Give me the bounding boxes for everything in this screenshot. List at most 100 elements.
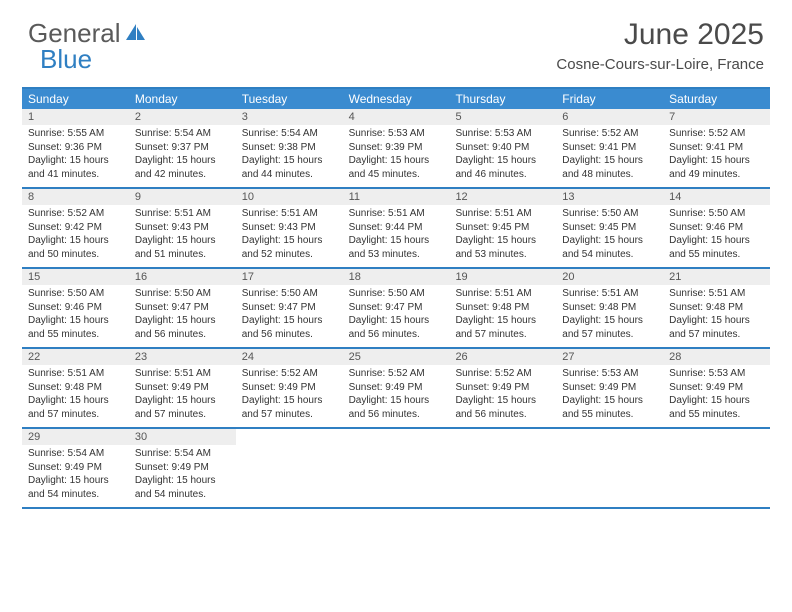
daylight-line: Daylight: 15 hours and 44 minutes. <box>242 154 337 181</box>
daylight-line: Daylight: 15 hours and 55 minutes. <box>669 394 764 421</box>
day-body: Sunrise: 5:52 AMSunset: 9:42 PMDaylight:… <box>22 207 129 261</box>
sunset-line: Sunset: 9:40 PM <box>455 141 550 155</box>
title-location: Cosne-Cours-sur-Loire, France <box>556 56 764 73</box>
sunset-line: Sunset: 9:49 PM <box>135 381 230 395</box>
sunrise-line: Sunrise: 5:50 AM <box>349 287 444 301</box>
day-cell: 5 Sunrise: 5:53 AMSunset: 9:40 PMDaylight… <box>449 109 556 187</box>
title-month: June 2025 <box>556 18 764 52</box>
day-number: 7 <box>663 109 770 125</box>
week-row: 1Sunrise: 5:55 AMSunset: 9:36 PMDaylight… <box>22 109 770 189</box>
sunrise-line: Sunrise: 5:51 AM <box>562 287 657 301</box>
sunrise-line: Sunrise: 5:50 AM <box>562 207 657 221</box>
empty-cell <box>449 429 556 507</box>
title-block: June 2025 Cosne-Cours-sur-Loire, France <box>556 18 764 73</box>
day-cell: 25Sunrise: 5:52 AMSunset: 9:49 PMDayligh… <box>343 349 450 427</box>
day-number: 26 <box>449 349 556 365</box>
day-number: 23 <box>129 349 236 365</box>
day-body: Sunrise: 5:51 AMSunset: 9:44 PMDaylight:… <box>343 207 450 261</box>
sunset-line: Sunset: 9:49 PM <box>135 461 230 475</box>
day-body: Sunrise: 5:51 AMSunset: 9:48 PMDaylight:… <box>449 287 556 341</box>
day-cell: 26 Sunrise: 5:52 AMSunset: 9:49 PMDayligh… <box>449 349 556 427</box>
day-cell: 22Sunrise: 5:51 AMSunset: 9:48 PMDayligh… <box>22 349 129 427</box>
logo-sail-icon <box>125 22 147 42</box>
day-cell: 28Sunrise: 5:53 AMSunset: 9:49 PMDayligh… <box>663 349 770 427</box>
day-number: 14 <box>663 189 770 205</box>
weekday-tuesday: Tuesday <box>236 89 343 109</box>
daylight-line: Daylight: 15 hours and 56 minutes. <box>349 394 444 421</box>
sunset-line: Sunset: 9:48 PM <box>455 301 550 315</box>
day-number: 16 <box>129 269 236 285</box>
daylight-line: Daylight: 15 hours and 57 minutes. <box>135 394 230 421</box>
day-number: 13 <box>556 189 663 205</box>
weekday-header-row: SundayMondayTuesdayWednesdayThursdayFrid… <box>22 89 770 109</box>
day-body: Sunrise: 5:51 AMSunset: 9:43 PMDaylight:… <box>129 207 236 261</box>
sunrise-line: Sunrise: 5:51 AM <box>135 207 230 221</box>
sunset-line: Sunset: 9:48 PM <box>28 381 123 395</box>
day-cell: 30 Sunrise: 5:54 AMSunset: 9:49 PMDayligh… <box>129 429 236 507</box>
sunrise-line: Sunrise: 5:54 AM <box>242 127 337 141</box>
day-cell: 2Sunrise: 5:54 AMSunset: 9:37 PMDaylight… <box>129 109 236 187</box>
daylight-line: Daylight: 15 hours and 56 minutes. <box>455 394 550 421</box>
daylight-line: Daylight: 15 hours and 54 minutes. <box>135 474 230 501</box>
sunrise-line: Sunrise: 5:52 AM <box>349 367 444 381</box>
day-number: 3 <box>236 109 343 125</box>
sunset-line: Sunset: 9:49 PM <box>349 381 444 395</box>
day-body: Sunrise: 5:50 AMSunset: 9:47 PMDaylight:… <box>129 287 236 341</box>
day-body: Sunrise: 5:52 AMSunset: 9:49 PMDaylight:… <box>449 367 556 421</box>
weekday-friday: Friday <box>556 89 663 109</box>
sunset-line: Sunset: 9:49 PM <box>242 381 337 395</box>
day-cell: 24Sunrise: 5:52 AMSunset: 9:49 PMDayligh… <box>236 349 343 427</box>
day-number: 30 <box>129 429 236 445</box>
daylight-line: Daylight: 15 hours and 49 minutes. <box>669 154 764 181</box>
day-body: Sunrise: 5:54 AMSunset: 9:49 PMDaylight:… <box>22 447 129 501</box>
day-body: Sunrise: 5:50 AMSunset: 9:46 PMDaylight:… <box>22 287 129 341</box>
day-body: Sunrise: 5:52 AMSunset: 9:49 PMDaylight:… <box>343 367 450 421</box>
week-row: 8 Sunrise: 5:52 AMSunset: 9:42 PMDaylight… <box>22 189 770 269</box>
day-body: Sunrise: 5:54 AMSunset: 9:37 PMDaylight:… <box>129 127 236 181</box>
logo-text-2: Blue <box>40 44 92 75</box>
day-number: 9 <box>129 189 236 205</box>
day-number: 19 <box>449 269 556 285</box>
sunset-line: Sunset: 9:46 PM <box>669 221 764 235</box>
sunset-line: Sunset: 9:49 PM <box>562 381 657 395</box>
sunrise-line: Sunrise: 5:54 AM <box>135 447 230 461</box>
sunset-line: Sunset: 9:37 PM <box>135 141 230 155</box>
day-number: 28 <box>663 349 770 365</box>
day-number: 17 <box>236 269 343 285</box>
day-body: Sunrise: 5:54 AMSunset: 9:49 PMDaylight:… <box>129 447 236 501</box>
day-cell: 13 Sunrise: 5:50 AMSunset: 9:45 PMDayligh… <box>556 189 663 267</box>
sunset-line: Sunset: 9:45 PM <box>562 221 657 235</box>
day-body: Sunrise: 5:53 AMSunset: 9:39 PMDaylight:… <box>343 127 450 181</box>
day-number: 5 <box>449 109 556 125</box>
day-body: Sunrise: 5:50 AMSunset: 9:47 PMDaylight:… <box>236 287 343 341</box>
daylight-line: Daylight: 15 hours and 41 minutes. <box>28 154 123 181</box>
day-body: Sunrise: 5:53 AMSunset: 9:40 PMDaylight:… <box>449 127 556 181</box>
sunrise-line: Sunrise: 5:51 AM <box>669 287 764 301</box>
sunset-line: Sunset: 9:47 PM <box>349 301 444 315</box>
day-cell: 16 Sunrise: 5:50 AMSunset: 9:47 PMDayligh… <box>129 269 236 347</box>
daylight-line: Daylight: 15 hours and 54 minutes. <box>562 234 657 261</box>
daylight-line: Daylight: 15 hours and 56 minutes. <box>242 314 337 341</box>
daylight-line: Daylight: 15 hours and 56 minutes. <box>349 314 444 341</box>
sunset-line: Sunset: 9:47 PM <box>242 301 337 315</box>
day-cell: 20Sunrise: 5:51 AMSunset: 9:48 PMDayligh… <box>556 269 663 347</box>
day-number: 11 <box>343 189 450 205</box>
day-cell: 7Sunrise: 5:52 AMSunset: 9:41 PMDaylight… <box>663 109 770 187</box>
empty-cell <box>236 429 343 507</box>
day-body: Sunrise: 5:51 AMSunset: 9:45 PMDaylight:… <box>449 207 556 261</box>
day-cell: 23 Sunrise: 5:51 AMSunset: 9:49 PMDayligh… <box>129 349 236 427</box>
day-body: Sunrise: 5:51 AMSunset: 9:49 PMDaylight:… <box>129 367 236 421</box>
sunset-line: Sunset: 9:47 PM <box>135 301 230 315</box>
sunrise-line: Sunrise: 5:51 AM <box>28 367 123 381</box>
sunrise-line: Sunrise: 5:52 AM <box>562 127 657 141</box>
day-body: Sunrise: 5:51 AMSunset: 9:48 PMDaylight:… <box>556 287 663 341</box>
day-body: Sunrise: 5:50 AMSunset: 9:47 PMDaylight:… <box>343 287 450 341</box>
sunset-line: Sunset: 9:46 PM <box>28 301 123 315</box>
day-number: 8 <box>22 189 129 205</box>
day-body: Sunrise: 5:55 AMSunset: 9:36 PMDaylight:… <box>22 127 129 181</box>
daylight-line: Daylight: 15 hours and 46 minutes. <box>455 154 550 181</box>
day-body: Sunrise: 5:51 AMSunset: 9:43 PMDaylight:… <box>236 207 343 261</box>
sunset-line: Sunset: 9:44 PM <box>349 221 444 235</box>
day-cell: 17 Sunrise: 5:50 AMSunset: 9:47 PMDayligh… <box>236 269 343 347</box>
daylight-line: Daylight: 15 hours and 55 minutes. <box>28 314 123 341</box>
